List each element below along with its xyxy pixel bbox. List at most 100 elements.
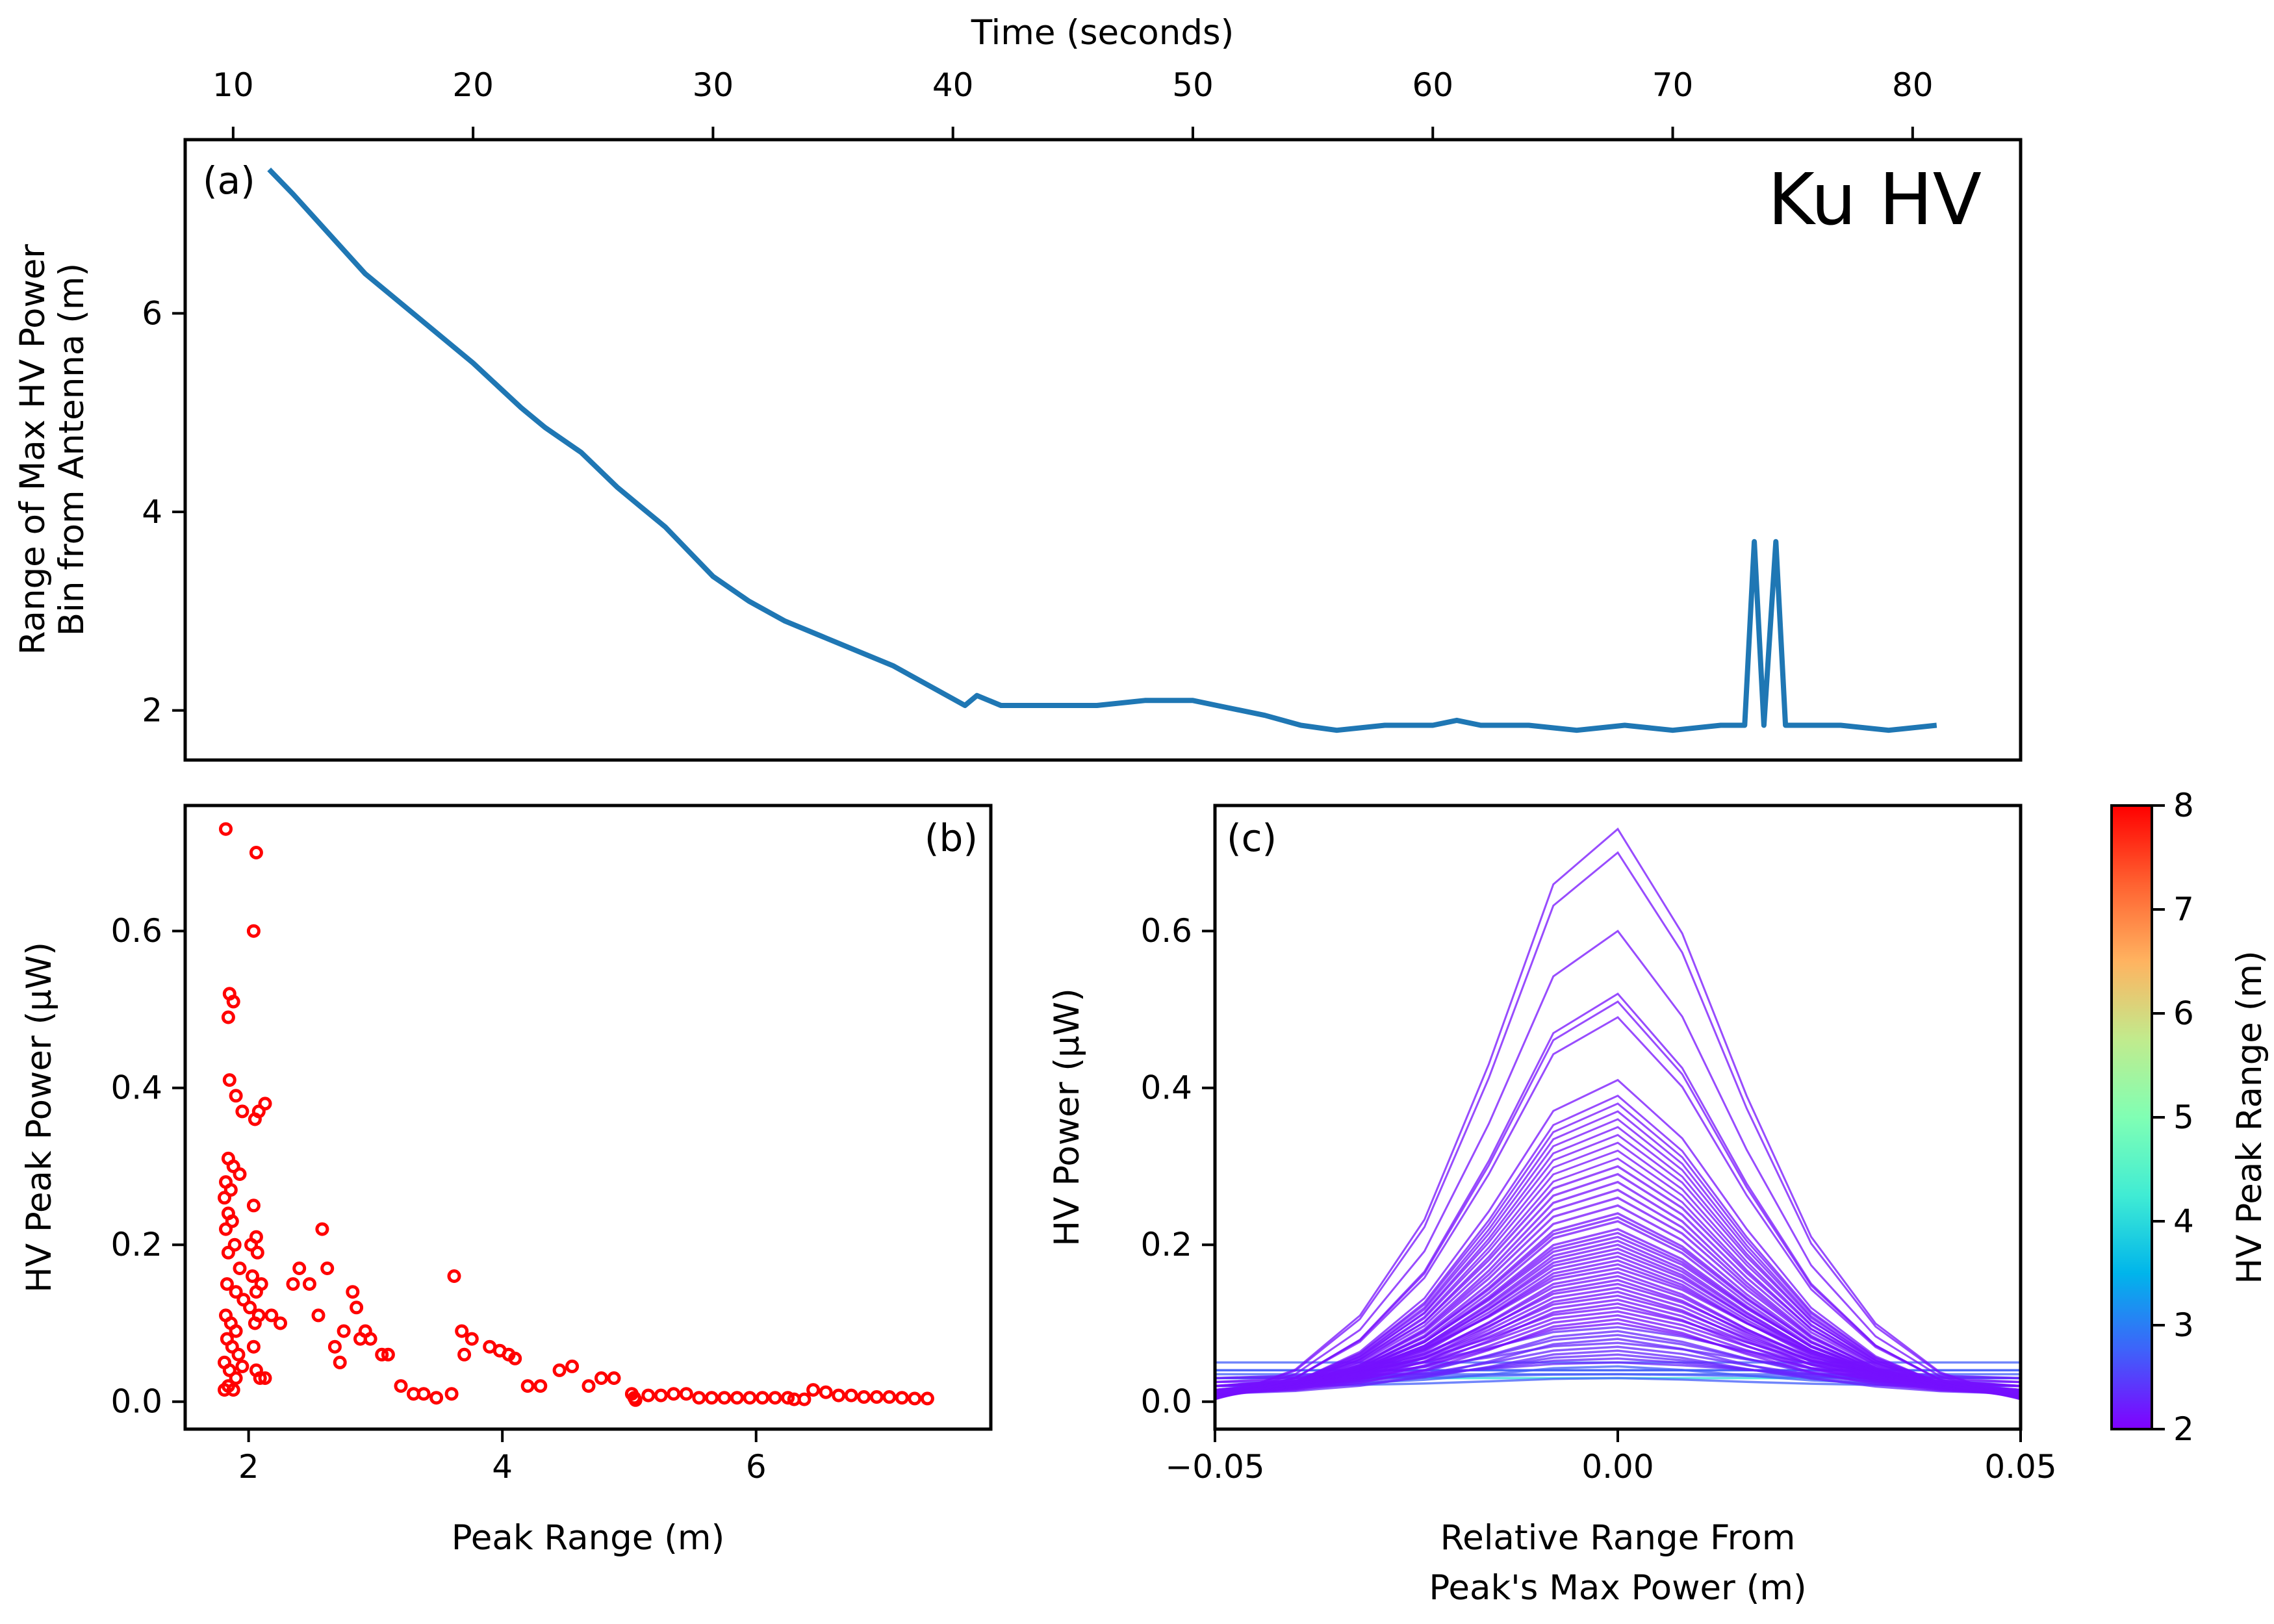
- panel-b-y-tick-label: 0.2: [110, 1226, 162, 1263]
- panel-c-y-tick-label: 0.6: [1140, 912, 1192, 950]
- scatter-point: [327, 1339, 342, 1354]
- colorbar-gradient: [2110, 804, 2153, 1430]
- scatter-point: [533, 1379, 548, 1393]
- scatter-point: [227, 1237, 242, 1252]
- profile-line: [1215, 1157, 2021, 1398]
- colorbar-tick-label: 5: [2173, 1098, 2194, 1136]
- scatter-point: [320, 1262, 335, 1275]
- scatter-point: [781, 1391, 795, 1405]
- scatter-point: [249, 846, 263, 859]
- colorbar-tick-label: 6: [2173, 995, 2194, 1032]
- scatter-point: [286, 1277, 300, 1291]
- scatter-point: [628, 1393, 643, 1407]
- scatter-point: [346, 1285, 360, 1299]
- scatter-point: [226, 995, 240, 1009]
- scatter-point: [806, 1383, 821, 1397]
- panel-b-label: (b): [925, 816, 978, 860]
- panel-c-y-tick-label: 0.4: [1140, 1069, 1192, 1107]
- scatter-point: [311, 1308, 326, 1323]
- panel-c-y-tick-label: 0.0: [1140, 1383, 1192, 1421]
- colorbar-tick-label: 3: [2173, 1306, 2194, 1344]
- panel-b-x-axis-title: Peak Range (m): [452, 1518, 725, 1558]
- scatter-point: [231, 1347, 246, 1362]
- profile-line: [1215, 1318, 2021, 1395]
- scatter-point: [743, 1391, 757, 1405]
- scatter-point: [375, 1347, 389, 1362]
- scatter-point: [565, 1359, 580, 1373]
- scatter-point: [508, 1351, 522, 1365]
- panel-c-y-axis-title: HV Power (μW): [1047, 988, 1087, 1247]
- scatter-point: [444, 1387, 459, 1401]
- panel-c-label: (c): [1227, 816, 1277, 860]
- profile-line: [1215, 827, 2021, 1401]
- scatter-point: [236, 1293, 251, 1307]
- scatter-point: [235, 1104, 249, 1119]
- profile-line: [1215, 930, 2021, 1400]
- profile-line: [1215, 1141, 2021, 1398]
- scatter-point: [222, 1073, 236, 1087]
- scatter-point: [315, 1222, 329, 1236]
- scatter-point: [704, 1391, 719, 1405]
- scatter-point: [244, 1237, 258, 1252]
- panel-a-x-tick-label: 80: [1892, 66, 1934, 104]
- scatter-point: [895, 1391, 909, 1405]
- panel-b-x-ticks: 2 4 6: [238, 1429, 767, 1486]
- scatter-point: [258, 1097, 272, 1111]
- panel-a-x-tick-label: 50: [1172, 66, 1214, 104]
- scatter-point: [457, 1347, 472, 1362]
- scatter-point: [229, 1371, 243, 1385]
- scatter-point: [251, 1308, 266, 1323]
- panel-a-y-ticks: 2 4 6: [142, 294, 185, 730]
- scatter-point: [394, 1379, 408, 1393]
- scatter-point: [641, 1388, 656, 1402]
- scatter-point: [224, 1183, 238, 1197]
- panel-a-x-tick-label: 60: [1412, 66, 1453, 104]
- profile-line: [1215, 851, 2021, 1401]
- scatter-point: [667, 1387, 681, 1401]
- scatter-point: [920, 1391, 934, 1406]
- scatter-point: [222, 1363, 236, 1377]
- scatter-point: [235, 1359, 249, 1373]
- scatter-point: [679, 1387, 693, 1401]
- panel-a-x-tick-label: 70: [1652, 66, 1694, 104]
- scatter-point: [233, 1262, 247, 1275]
- profile-line: [1215, 1239, 2021, 1395]
- scatter-point: [333, 1355, 347, 1369]
- scatter-point: [274, 1316, 287, 1330]
- colorbar-ticks: 2 3 4 5 6 7 8: [2152, 787, 2194, 1448]
- scatter-point: [455, 1324, 469, 1338]
- panel-b-points: [218, 822, 934, 1407]
- panel-a-x-tick-label: 20: [452, 66, 494, 104]
- colorbar-tick-label: 8: [2173, 787, 2194, 824]
- scatter-point: [797, 1392, 811, 1406]
- scatter-point: [447, 1269, 461, 1283]
- profile-line: [1215, 1271, 2021, 1395]
- profile-line: [1215, 1204, 2021, 1397]
- scatter-point: [221, 1010, 235, 1024]
- profile-line: [1215, 1302, 2021, 1395]
- profile-line: [1215, 1290, 2021, 1395]
- colorbar: 2 3 4 5 6 7 8 HV Peak Range (m): [2110, 787, 2269, 1448]
- panel-b-x-tick-label: 6: [746, 1448, 767, 1486]
- scatter-point: [218, 1383, 231, 1397]
- scatter-point: [250, 1245, 264, 1260]
- profile-line: [1215, 1180, 2021, 1399]
- scatter-point: [253, 1371, 267, 1385]
- scatter-point: [246, 924, 261, 938]
- panel-b-x-tick-label: 4: [492, 1448, 513, 1486]
- scatter-point: [337, 1324, 351, 1338]
- scatter-point: [594, 1371, 608, 1385]
- scatter-point: [246, 1269, 259, 1283]
- panel-a-y-axis-title-line2: Bin from Antenna (m): [52, 263, 92, 636]
- scatter-point: [246, 1199, 261, 1213]
- scatter-point: [363, 1332, 377, 1346]
- colorbar-title: HV Peak Range (m): [2230, 950, 2269, 1284]
- scatter-point: [552, 1363, 567, 1377]
- colorbar-tick-label: 7: [2173, 891, 2194, 928]
- profile-line: [1215, 1338, 2021, 1395]
- scatter-point: [350, 1300, 364, 1315]
- scatter-point: [246, 1339, 261, 1354]
- profile-line: [1215, 992, 2021, 1401]
- scatter-point: [692, 1391, 706, 1405]
- colorbar-tick-label: 2: [2173, 1410, 2194, 1448]
